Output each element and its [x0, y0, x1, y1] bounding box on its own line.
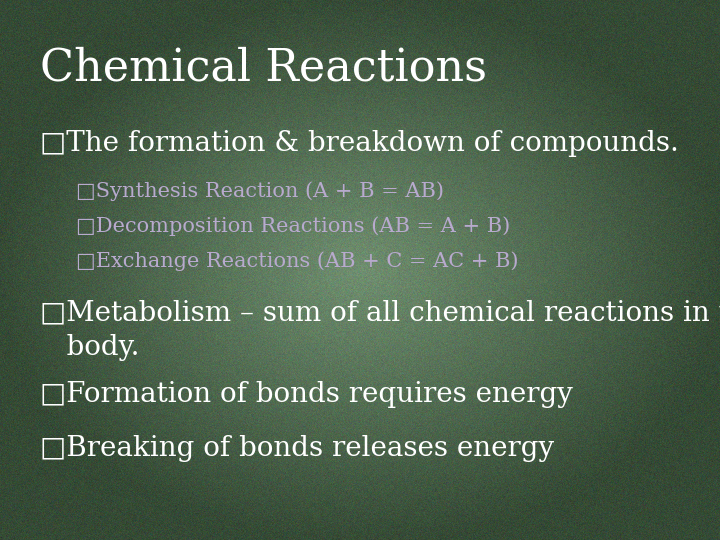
Text: □Breaking of bonds releases energy: □Breaking of bonds releases energy	[40, 435, 554, 462]
Text: □Decomposition Reactions (AB = A + B): □Decomposition Reactions (AB = A + B)	[76, 216, 510, 235]
Text: □Formation of bonds requires energy: □Formation of bonds requires energy	[40, 381, 572, 408]
Text: □The formation & breakdown of compounds.: □The formation & breakdown of compounds.	[40, 130, 678, 157]
Text: □Synthesis Reaction (A + B = AB): □Synthesis Reaction (A + B = AB)	[76, 181, 444, 200]
Text: □Metabolism – sum of all chemical reactions in the
   body.: □Metabolism – sum of all chemical reacti…	[40, 300, 720, 361]
Text: □Exchange Reactions (AB + C = AC + B): □Exchange Reactions (AB + C = AC + B)	[76, 251, 518, 271]
Text: Chemical Reactions: Chemical Reactions	[40, 46, 487, 89]
